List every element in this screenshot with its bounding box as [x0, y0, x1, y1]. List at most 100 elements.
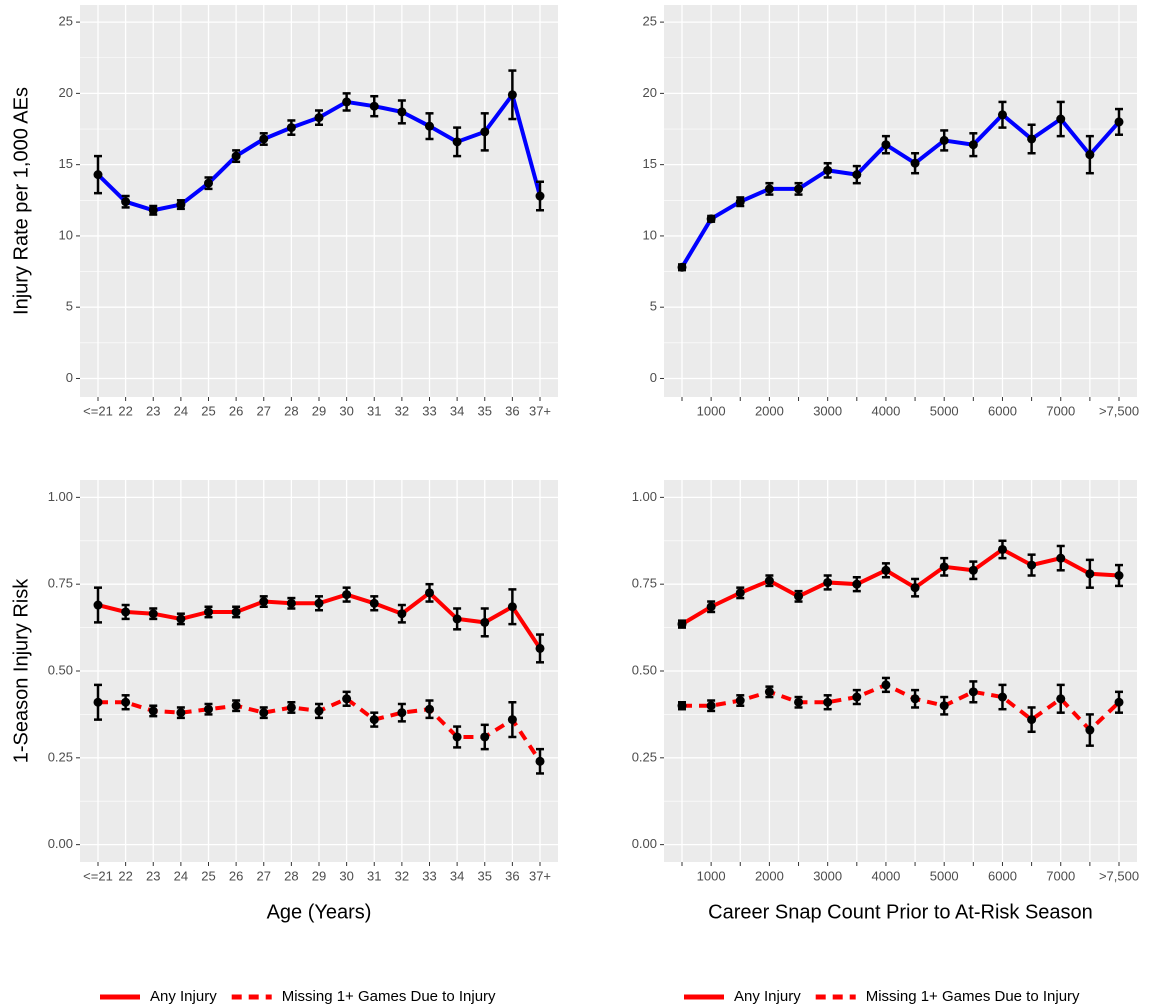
- x-tick-label: 36: [505, 403, 519, 418]
- point: [823, 165, 833, 175]
- x-tick-label: 28: [284, 403, 298, 418]
- x-tick-label: 26: [229, 403, 243, 418]
- point: [910, 583, 920, 593]
- point: [259, 597, 269, 607]
- legend-label: Missing 1+ Games Due to Injury: [282, 988, 496, 1005]
- point: [342, 97, 352, 107]
- y-tick-label: 0.00: [632, 836, 657, 851]
- x-tick-label: 4000: [871, 403, 900, 418]
- point: [735, 588, 745, 598]
- y-axis-title: Injury Rate per 1,000 AEs: [10, 87, 32, 315]
- point: [1085, 150, 1095, 160]
- point: [176, 614, 186, 624]
- x-tick-label: 34: [450, 868, 464, 883]
- point: [794, 591, 804, 601]
- point: [480, 127, 490, 137]
- y-tick-label: 0.50: [48, 662, 73, 677]
- x-tick-label: >7,500: [1099, 403, 1139, 418]
- y-tick-label: 0.00: [48, 836, 73, 851]
- y-tick-label: 0.50: [632, 662, 657, 677]
- point: [764, 687, 774, 697]
- x-tick-label: 30: [339, 403, 353, 418]
- x-tick-label: 33: [422, 403, 436, 418]
- point: [1085, 725, 1095, 735]
- point: [535, 643, 545, 653]
- point: [231, 701, 241, 711]
- point: [259, 708, 269, 718]
- point: [148, 609, 158, 619]
- point: [204, 607, 213, 617]
- point: [939, 701, 949, 711]
- y-tick-label: 0.25: [48, 749, 73, 764]
- x-tick-label: 4000: [871, 868, 900, 883]
- x-tick-label: 3000: [813, 868, 842, 883]
- y-tick-label: 0: [650, 370, 657, 385]
- legend-label: Any Injury: [150, 988, 217, 1005]
- plot-background: [664, 5, 1137, 397]
- x-tick-label: 6000: [988, 868, 1017, 883]
- y-tick-label: 0: [66, 370, 73, 385]
- x-tick-label: 22: [118, 868, 132, 883]
- point: [968, 687, 978, 697]
- point: [794, 184, 804, 194]
- point: [121, 697, 131, 707]
- point: [480, 617, 490, 627]
- point: [314, 706, 324, 716]
- point: [535, 756, 545, 766]
- point: [535, 191, 545, 201]
- point: [794, 697, 804, 707]
- point: [852, 170, 862, 180]
- x-tick-label: >7,500: [1099, 868, 1139, 883]
- point: [1114, 571, 1124, 580]
- point: [997, 110, 1007, 120]
- x-tick-label: 27: [257, 868, 271, 883]
- point: [507, 90, 517, 100]
- legend-label: Any Injury: [734, 988, 801, 1005]
- x-tick-label: <=21: [83, 403, 113, 418]
- x-tick-label: 37+: [529, 868, 551, 883]
- x-tick-label: 34: [450, 403, 464, 418]
- y-tick-label: 5: [650, 299, 657, 314]
- point: [204, 178, 213, 188]
- point: [314, 113, 324, 123]
- point: [823, 697, 833, 707]
- point: [881, 565, 891, 575]
- point: [852, 692, 862, 702]
- point: [176, 708, 186, 718]
- point: [1114, 117, 1124, 127]
- series-line: [680, 547, 1120, 626]
- x-tick-label: 2000: [755, 403, 784, 418]
- x-tick-label: 24: [174, 868, 188, 883]
- x-tick-label: 23: [146, 868, 160, 883]
- point: [148, 706, 158, 716]
- x-tick-label: 35: [478, 403, 492, 418]
- x-tick-label: 7000: [1046, 868, 1075, 883]
- x-tick-label: 36: [505, 868, 519, 883]
- point: [1056, 694, 1066, 704]
- y-tick-label: 20: [643, 85, 657, 100]
- point: [939, 562, 949, 572]
- x-tick-label: 29: [312, 868, 326, 883]
- point: [1056, 114, 1066, 124]
- y-tick-label: 1.00: [48, 489, 73, 504]
- point: [369, 101, 379, 111]
- point: [425, 121, 434, 131]
- point: [148, 205, 158, 215]
- y-tick-label: 0.75: [48, 576, 73, 591]
- point: [706, 701, 716, 711]
- x-tick-label: 3000: [813, 403, 842, 418]
- legend-label: Missing 1+ Games Due to Injury: [866, 988, 1080, 1005]
- point: [910, 694, 920, 704]
- series-line: [682, 682, 1121, 733]
- point: [397, 107, 407, 117]
- y-tick-label: 0.75: [632, 576, 657, 591]
- point: [397, 609, 407, 619]
- point: [452, 732, 462, 742]
- x-tick-label: 5000: [930, 403, 959, 418]
- point: [1056, 553, 1066, 563]
- point: [452, 614, 462, 624]
- x-tick-label: <=21: [83, 868, 113, 883]
- x-tick-label: 5000: [930, 868, 959, 883]
- point: [204, 704, 213, 714]
